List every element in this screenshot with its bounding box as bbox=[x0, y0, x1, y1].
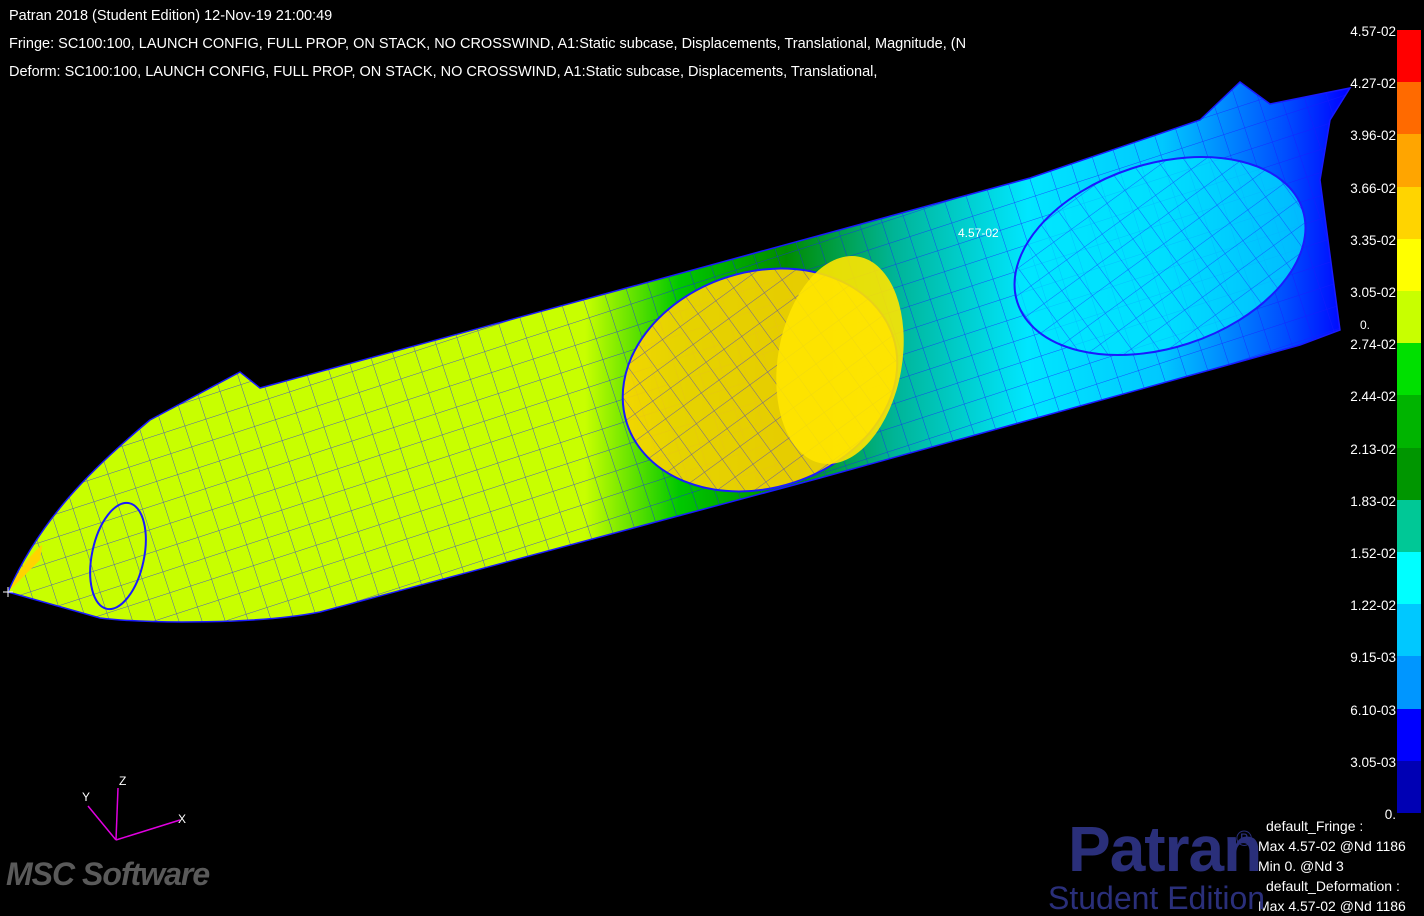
legend-value: 0. bbox=[1384, 807, 1396, 822]
msc-software-logo: MSC Software bbox=[6, 856, 210, 892]
colorbar-segment bbox=[1397, 134, 1421, 188]
colorbar-segment bbox=[1397, 760, 1421, 814]
axis-x-label: X bbox=[178, 812, 187, 826]
legend-value: 1.83-02 bbox=[1350, 493, 1396, 509]
fringe-info-max: Max 4.57-02 @Nd 1186 bbox=[1258, 838, 1406, 854]
legend-value: 3.05-02 bbox=[1350, 285, 1396, 300]
deform-description: Deform: SC100:100, LAUNCH CONFIG, FULL P… bbox=[9, 64, 878, 80]
axis-y-label: Y bbox=[82, 790, 91, 804]
colorbar-segment bbox=[1397, 447, 1421, 501]
colorbar-segment bbox=[1397, 708, 1421, 762]
axis-triad bbox=[87, 787, 181, 841]
axis-z-label: Z bbox=[119, 774, 127, 788]
legend-value: 4.57-02 bbox=[1350, 24, 1396, 39]
legend-value: 2.44-02 bbox=[1350, 389, 1396, 405]
colorbar-segment bbox=[1397, 238, 1421, 292]
legend-value: 6.10-03 bbox=[1350, 702, 1396, 718]
fringe-colorbar bbox=[1397, 30, 1421, 814]
legend-value: 3.66-02 bbox=[1350, 180, 1396, 196]
fringe-description: Fringe: SC100:100, LAUNCH CONFIG, FULL P… bbox=[9, 36, 967, 52]
colorbar-segment bbox=[1397, 291, 1421, 344]
colorbar-segment bbox=[1397, 552, 1421, 605]
origin-label: 0. bbox=[1360, 318, 1371, 332]
legend-value: 2.74-02 bbox=[1350, 337, 1396, 353]
legend-value: 9.15-03 bbox=[1350, 650, 1396, 666]
legend-value: 3.35-02 bbox=[1350, 232, 1396, 248]
colorbar-segment bbox=[1397, 343, 1421, 396]
fringe-info-title: default_Fringe : bbox=[1266, 818, 1364, 834]
deform-info-title: default_Deformation : bbox=[1266, 878, 1400, 894]
legend-value: 1.52-02 bbox=[1350, 546, 1396, 561]
fringe-info-min: Min 0. @Nd 3 bbox=[1258, 858, 1344, 874]
colorbar-segment bbox=[1397, 604, 1421, 657]
legend-value: 3.96-02 bbox=[1350, 128, 1396, 144]
legend-value: 4.27-02 bbox=[1350, 76, 1396, 92]
max-marker-label: 4.57-02 bbox=[958, 226, 999, 240]
nose-ring bbox=[89, 501, 147, 611]
patran-registered-mark: ® bbox=[1236, 826, 1253, 851]
colorbar-segment bbox=[1397, 499, 1421, 553]
patran-logo: Patran bbox=[1068, 813, 1262, 885]
legend-value: 2.13-02 bbox=[1350, 441, 1396, 457]
legend-value: 1.22-02 bbox=[1350, 598, 1396, 614]
colorbar-segment bbox=[1397, 82, 1421, 135]
viewport-title: Patran 2018 (Student Edition) 12-Nov-19 … bbox=[9, 8, 333, 24]
colorbar-segment bbox=[1397, 186, 1421, 240]
colorbar-segment bbox=[1397, 656, 1421, 710]
legend-value: 3.05-03 bbox=[1350, 754, 1396, 770]
colorbar-segment bbox=[1397, 30, 1421, 83]
colorbar-segment bbox=[1397, 395, 1421, 449]
patran-edition-label: Student Edition bbox=[1048, 880, 1266, 916]
deform-info-max: Max 4.57-02 @Nd 1186 bbox=[1258, 898, 1406, 914]
